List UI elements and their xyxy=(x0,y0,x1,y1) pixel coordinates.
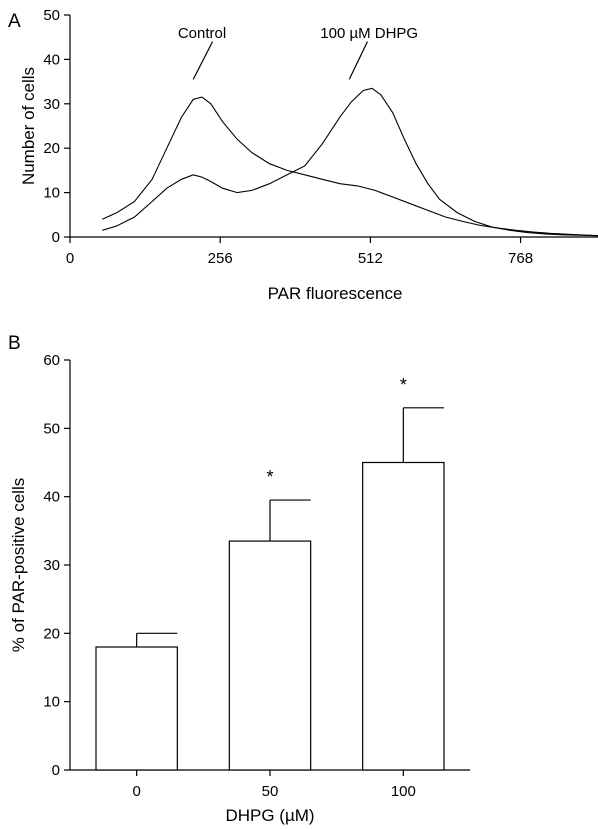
y-tick-label: 50 xyxy=(43,420,60,437)
x-axis-title: PAR fluorescence xyxy=(268,284,403,303)
annotation-label: 100 µM DHPG xyxy=(320,25,418,42)
series-line-dhpg xyxy=(102,87,598,237)
y-tick-label: 0 xyxy=(52,762,60,779)
significance-mark: * xyxy=(400,375,407,395)
panel-label-b: B xyxy=(8,333,21,354)
x-tick-label: 50 xyxy=(262,783,279,800)
x-tick-label: 0 xyxy=(66,250,74,267)
x-tick-label: 512 xyxy=(358,250,383,267)
y-axis-title: % of PAR-positive cells xyxy=(9,478,28,652)
y-tick-label: 40 xyxy=(43,489,60,506)
x-tick-label: 0 xyxy=(132,783,140,800)
y-tick-label: 60 xyxy=(43,352,60,369)
y-tick-label: 50 xyxy=(43,7,60,24)
bar-50 xyxy=(228,540,312,771)
panel-label-a: A xyxy=(8,11,21,32)
bar-100 xyxy=(362,461,445,771)
y-axis-title: Number of cells xyxy=(19,67,38,185)
x-tick-label: 768 xyxy=(508,250,533,267)
x-axis-title: DHPG (µM) xyxy=(225,806,314,825)
x-tick-label: 256 xyxy=(208,250,233,267)
y-tick-label: 0 xyxy=(52,229,60,246)
y-tick-label: 20 xyxy=(43,140,60,157)
bar-0 xyxy=(95,646,178,771)
annotation-pointer xyxy=(192,41,214,80)
y-tick-label: 20 xyxy=(43,625,60,642)
panel-b-bar-chart: B 0 10 20 30 40 50 60 0 * 50 * 100 DHPG (µM) % of PAR-… xyxy=(8,333,470,825)
series-line-control xyxy=(102,96,598,237)
y-tick-label: 30 xyxy=(43,96,60,113)
y-tick-label: 30 xyxy=(43,557,60,574)
panel-a-histogram: A 0 10 20 30 40 50 0 256 512 768 PAR fluorescence Nu… xyxy=(8,7,598,303)
x-tick-label: 100 xyxy=(391,783,416,800)
y-tick-label: 40 xyxy=(43,51,60,68)
y-tick-label: 10 xyxy=(43,694,60,711)
y-tick-label: 10 xyxy=(43,185,60,202)
significance-mark: * xyxy=(266,467,273,487)
annotation-label: Control xyxy=(178,25,226,42)
annotation-pointer xyxy=(348,41,368,80)
